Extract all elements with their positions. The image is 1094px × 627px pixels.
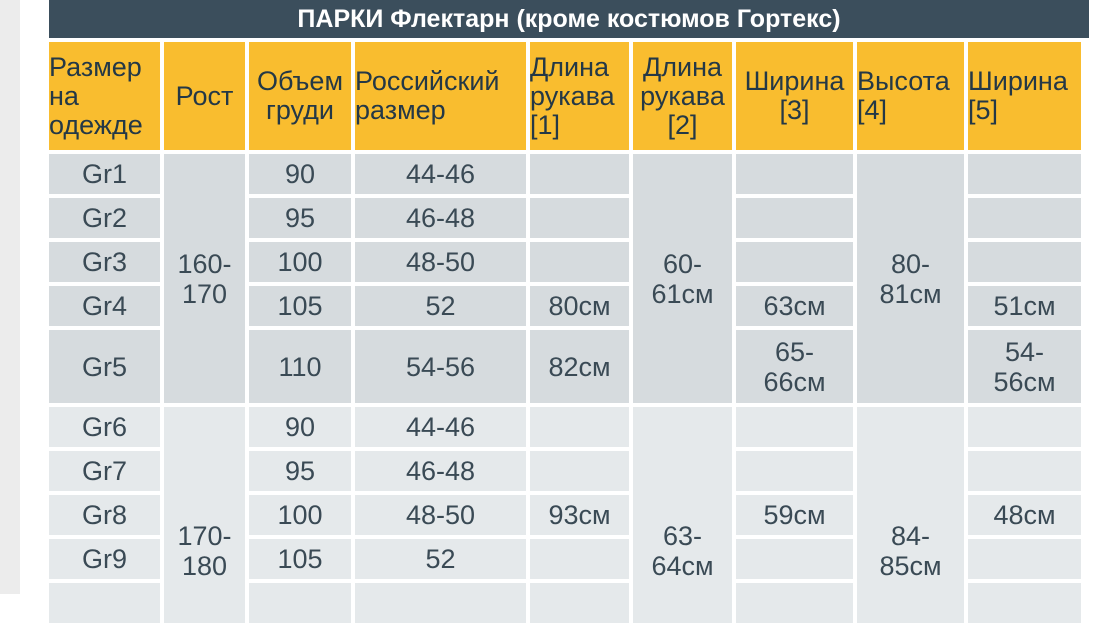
cell-width3: 63см	[736, 286, 853, 326]
cell-chest: 100	[249, 242, 351, 282]
cell-russian-size: 46-48	[355, 451, 526, 491]
col-header-width-5: Ширина [5]	[968, 42, 1081, 150]
cell-size: Gr9	[49, 539, 160, 579]
cell-size: Gr6	[49, 407, 160, 447]
cell-width3: 59см	[736, 495, 853, 535]
cell-size: Gr5	[49, 330, 160, 403]
cell-width5: 51см	[968, 286, 1081, 326]
cell-width5	[968, 242, 1081, 282]
cell-size	[49, 583, 160, 623]
cell-width5	[968, 407, 1081, 447]
cell-chest: 105	[249, 286, 351, 326]
cell-russian-size: 44-46	[355, 154, 526, 194]
cell-sleeve1	[530, 407, 629, 447]
cell-size: Gr8	[49, 495, 160, 535]
table-row: Gr9 105 52	[49, 539, 1081, 579]
cell-chest: 110	[249, 330, 351, 403]
cell-width3	[736, 583, 853, 623]
cell-size: Gr2	[49, 198, 160, 238]
cell-russian-size: 54-56	[355, 330, 526, 403]
header-row: Размер на одежде Рост Объем груди Российски…	[49, 42, 1081, 150]
cell-width5: 54- 56см	[968, 330, 1081, 403]
col-header-russian-size: Российский размер	[355, 42, 526, 150]
cell-width3	[736, 198, 853, 238]
cell-height4-group1: 80- 81см	[857, 154, 964, 403]
table-row: Gr1 160- 170 90 44-46 60- 61см 80- 81см	[49, 154, 1081, 403]
left-margin-strip	[0, 0, 20, 594]
cell-chest: 90	[249, 154, 351, 194]
cell-width5	[968, 583, 1081, 623]
cell-sleeve1	[530, 451, 629, 491]
table-row: Gr6 170- 180 90 44-46 63- 64см 84- 85см	[49, 407, 1081, 623]
cell-sleeve1: 82см	[530, 330, 629, 403]
cell-sleeve1	[530, 583, 629, 623]
cell-russian-size: 52	[355, 539, 526, 579]
cell-width3	[736, 242, 853, 282]
cell-sleeve1	[530, 198, 629, 238]
cell-width3	[736, 154, 853, 194]
col-header-sleeve-length-1: Длина рукава [1]	[530, 42, 629, 150]
cell-width3	[736, 407, 853, 447]
table-row: Gr7 95 46-48	[49, 451, 1081, 491]
cell-sleeve1: 93см	[530, 495, 629, 535]
cell-chest: 95	[249, 198, 351, 238]
cell-width5	[968, 154, 1081, 194]
cell-size: Gr7	[49, 451, 160, 491]
cell-width5	[968, 198, 1081, 238]
cell-russian-size	[355, 583, 526, 623]
cell-russian-size: 46-48	[355, 198, 526, 238]
cell-size: Gr3	[49, 242, 160, 282]
cell-sleeve1	[530, 242, 629, 282]
table-row: Gr4 105 52 80см 63см 51см	[49, 286, 1081, 326]
cell-sleeve1	[530, 539, 629, 579]
cell-russian-size: 44-46	[355, 407, 526, 447]
cell-sleeve1: 80см	[530, 286, 629, 326]
cell-width3	[736, 451, 853, 491]
table-title: ПАРКИ Флектарн (кроме костюмов Гортекс)	[49, 0, 1089, 38]
cell-size: Gr1	[49, 154, 160, 194]
cell-chest: 90	[249, 407, 351, 447]
col-header-width-3: Ширина [3]	[736, 42, 853, 150]
cell-width5: 48см	[968, 495, 1081, 535]
col-header-height-4: Высота [4]	[857, 42, 964, 150]
cell-height-group2: 170- 180	[164, 407, 245, 623]
table-row: Gr8 100 48-50 93см 59см 48см	[49, 495, 1081, 535]
cell-width3	[736, 539, 853, 579]
col-header-height: Рост	[164, 42, 245, 150]
col-header-sleeve-length-2: Длина рукава [2]	[633, 42, 732, 150]
cell-russian-size: 48-50	[355, 495, 526, 535]
cell-sleeve2-group1: 60- 61см	[633, 154, 732, 403]
table-title-text: ПАРКИ Флектарн (кроме костюмов Гортекс)	[297, 4, 841, 33]
cell-width3: 65- 66см	[736, 330, 853, 403]
cell-russian-size: 52	[355, 286, 526, 326]
cell-russian-size: 48-50	[355, 242, 526, 282]
table-row: Gr2 95 46-48	[49, 198, 1081, 238]
cell-size: Gr4	[49, 286, 160, 326]
cell-chest: 95	[249, 451, 351, 491]
cell-height4-group2: 84- 85см	[857, 407, 964, 623]
size-table: Размер на одежде Рост Объем груди Российски…	[45, 38, 1085, 627]
table-row: Gr5 110 54-56 82см 65- 66см 54- 56см	[49, 330, 1081, 403]
cell-chest: 100	[249, 495, 351, 535]
col-header-size: Размер на одежде	[49, 42, 160, 150]
cell-width5	[968, 451, 1081, 491]
cell-height-group1: 160- 170	[164, 154, 245, 403]
cell-sleeve2-group2: 63- 64см	[633, 407, 732, 623]
cell-chest: 105	[249, 539, 351, 579]
cell-width5	[968, 539, 1081, 579]
cell-sleeve1	[530, 154, 629, 194]
table-row: Gr3 100 48-50	[49, 242, 1081, 282]
cell-chest	[249, 583, 351, 623]
col-header-chest: Объем груди	[249, 42, 351, 150]
